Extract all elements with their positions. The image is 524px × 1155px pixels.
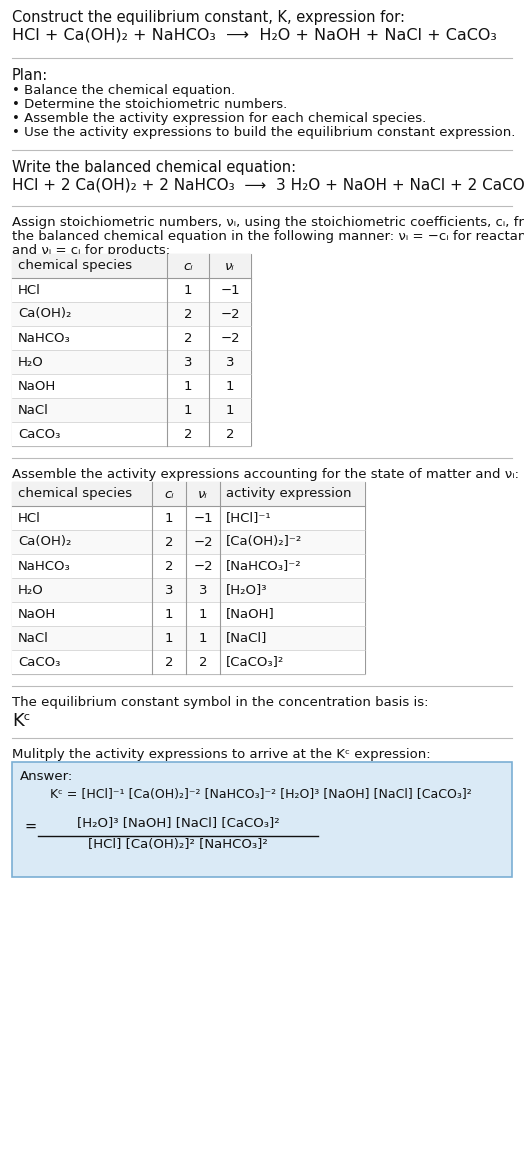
Bar	[12, 254, 251, 446]
Text: 1: 1	[199, 608, 208, 620]
Text: • Assemble the activity expression for each chemical species.: • Assemble the activity expression for e…	[12, 112, 426, 125]
Text: 1: 1	[226, 403, 234, 417]
Bar	[12, 301, 251, 326]
Text: and νᵢ = cᵢ for products:: and νᵢ = cᵢ for products:	[12, 244, 170, 258]
Text: 1: 1	[199, 632, 208, 644]
Text: νᵢ: νᵢ	[225, 260, 235, 273]
Text: [CaCO₃]²: [CaCO₃]²	[226, 656, 284, 669]
Text: 3: 3	[199, 583, 208, 596]
Text: H₂O: H₂O	[18, 356, 43, 368]
Text: =: =	[24, 819, 36, 834]
Text: 1: 1	[184, 283, 192, 297]
Text: activity expression: activity expression	[226, 487, 352, 500]
Text: Construct the equilibrium constant, K, expression for:: Construct the equilibrium constant, K, e…	[12, 10, 405, 25]
Bar	[12, 482, 365, 675]
Text: 2: 2	[184, 331, 192, 344]
Text: 2: 2	[199, 656, 208, 669]
Text: Kᶜ = [HCl]⁻¹ [Ca(OH)₂]⁻² [NaHCO₃]⁻² [H₂O]³ [NaOH] [NaCl] [CaCO₃]²: Kᶜ = [HCl]⁻¹ [Ca(OH)₂]⁻² [NaHCO₃]⁻² [H₂O…	[50, 788, 472, 802]
Text: Ca(OH)₂: Ca(OH)₂	[18, 307, 71, 320]
Text: Assemble the activity expressions accounting for the state of matter and νᵢ:: Assemble the activity expressions accoun…	[12, 468, 519, 480]
Text: Mulitply the activity expressions to arrive at the Kᶜ expression:: Mulitply the activity expressions to arr…	[12, 748, 431, 761]
Text: 2: 2	[184, 307, 192, 320]
Text: NaOH: NaOH	[18, 608, 56, 620]
Text: −1: −1	[193, 512, 213, 524]
Bar	[12, 506, 365, 530]
Text: NaCl: NaCl	[18, 632, 49, 644]
Text: chemical species: chemical species	[18, 260, 132, 273]
Text: 2: 2	[165, 559, 173, 573]
Text: 2: 2	[184, 427, 192, 440]
Text: 1: 1	[226, 380, 234, 393]
Text: HCl + Ca(OH)₂ + NaHCO₃  ⟶  H₂O + NaOH + NaCl + CaCO₃: HCl + Ca(OH)₂ + NaHCO₃ ⟶ H₂O + NaOH + Na…	[12, 28, 497, 43]
Text: Assign stoichiometric numbers, νᵢ, using the stoichiometric coefficients, cᵢ, fr: Assign stoichiometric numbers, νᵢ, using…	[12, 216, 524, 229]
Text: [Ca(OH)₂]⁻²: [Ca(OH)₂]⁻²	[226, 536, 302, 549]
Bar	[12, 374, 251, 398]
Bar	[12, 254, 251, 278]
Text: cᵢ: cᵢ	[164, 487, 174, 500]
Text: [NaOH]: [NaOH]	[226, 608, 275, 620]
Text: NaHCO₃: NaHCO₃	[18, 331, 71, 344]
Bar	[12, 554, 365, 578]
Bar	[12, 530, 365, 554]
Text: 1: 1	[184, 403, 192, 417]
Text: 2: 2	[226, 427, 234, 440]
Text: 1: 1	[165, 632, 173, 644]
Bar	[12, 398, 251, 422]
Text: HCl: HCl	[18, 283, 41, 297]
Text: νᵢ: νᵢ	[198, 487, 208, 500]
Text: [HCl] [Ca(OH)₂]² [NaHCO₃]²: [HCl] [Ca(OH)₂]² [NaHCO₃]²	[88, 839, 268, 851]
Text: 3: 3	[184, 356, 192, 368]
Text: −2: −2	[193, 559, 213, 573]
Text: 1: 1	[165, 512, 173, 524]
Text: HCl: HCl	[18, 512, 41, 524]
Text: Answer:: Answer:	[20, 770, 73, 783]
Bar	[12, 350, 251, 374]
Text: [NaHCO₃]⁻²: [NaHCO₃]⁻²	[226, 559, 302, 573]
Text: Plan:: Plan:	[12, 68, 48, 83]
Text: −2: −2	[193, 536, 213, 549]
Bar	[12, 482, 365, 506]
Text: Write the balanced chemical equation:: Write the balanced chemical equation:	[12, 161, 296, 176]
Bar	[12, 578, 365, 602]
Text: NaHCO₃: NaHCO₃	[18, 559, 71, 573]
Text: • Use the activity expressions to build the equilibrium constant expression.: • Use the activity expressions to build …	[12, 126, 516, 139]
Text: 3: 3	[226, 356, 234, 368]
Bar	[12, 626, 365, 650]
Text: • Balance the chemical equation.: • Balance the chemical equation.	[12, 84, 235, 97]
Text: 2: 2	[165, 536, 173, 549]
Text: 1: 1	[165, 608, 173, 620]
Text: 3: 3	[165, 583, 173, 596]
Text: Ca(OH)₂: Ca(OH)₂	[18, 536, 71, 549]
Text: • Determine the stoichiometric numbers.: • Determine the stoichiometric numbers.	[12, 98, 287, 111]
Text: [NaCl]: [NaCl]	[226, 632, 267, 644]
Text: Kᶜ: Kᶜ	[12, 711, 30, 730]
Text: 2: 2	[165, 656, 173, 669]
Text: NaOH: NaOH	[18, 380, 56, 393]
Text: −1: −1	[220, 283, 240, 297]
Text: HCl + 2 Ca(OH)₂ + 2 NaHCO₃  ⟶  3 H₂O + NaOH + NaCl + 2 CaCO₃: HCl + 2 Ca(OH)₂ + 2 NaHCO₃ ⟶ 3 H₂O + NaO…	[12, 178, 524, 193]
Bar	[12, 278, 251, 301]
Text: NaCl: NaCl	[18, 403, 49, 417]
Text: H₂O: H₂O	[18, 583, 43, 596]
Text: The equilibrium constant symbol in the concentration basis is:: The equilibrium constant symbol in the c…	[12, 696, 429, 709]
Text: chemical species: chemical species	[18, 487, 132, 500]
Text: −2: −2	[220, 331, 240, 344]
Bar	[12, 326, 251, 350]
FancyBboxPatch shape	[12, 762, 512, 877]
Text: cᵢ: cᵢ	[183, 260, 193, 273]
Text: the balanced chemical equation in the following manner: νᵢ = −cᵢ for reactants: the balanced chemical equation in the fo…	[12, 230, 524, 243]
Text: CaCO₃: CaCO₃	[18, 427, 60, 440]
Text: [HCl]⁻¹: [HCl]⁻¹	[226, 512, 271, 524]
Text: [H₂O]³ [NaOH] [NaCl] [CaCO₃]²: [H₂O]³ [NaOH] [NaCl] [CaCO₃]²	[77, 815, 279, 829]
Bar	[12, 650, 365, 675]
Text: −2: −2	[220, 307, 240, 320]
Text: 1: 1	[184, 380, 192, 393]
Bar	[12, 422, 251, 446]
Bar	[12, 602, 365, 626]
Text: [H₂O]³: [H₂O]³	[226, 583, 267, 596]
Text: CaCO₃: CaCO₃	[18, 656, 60, 669]
